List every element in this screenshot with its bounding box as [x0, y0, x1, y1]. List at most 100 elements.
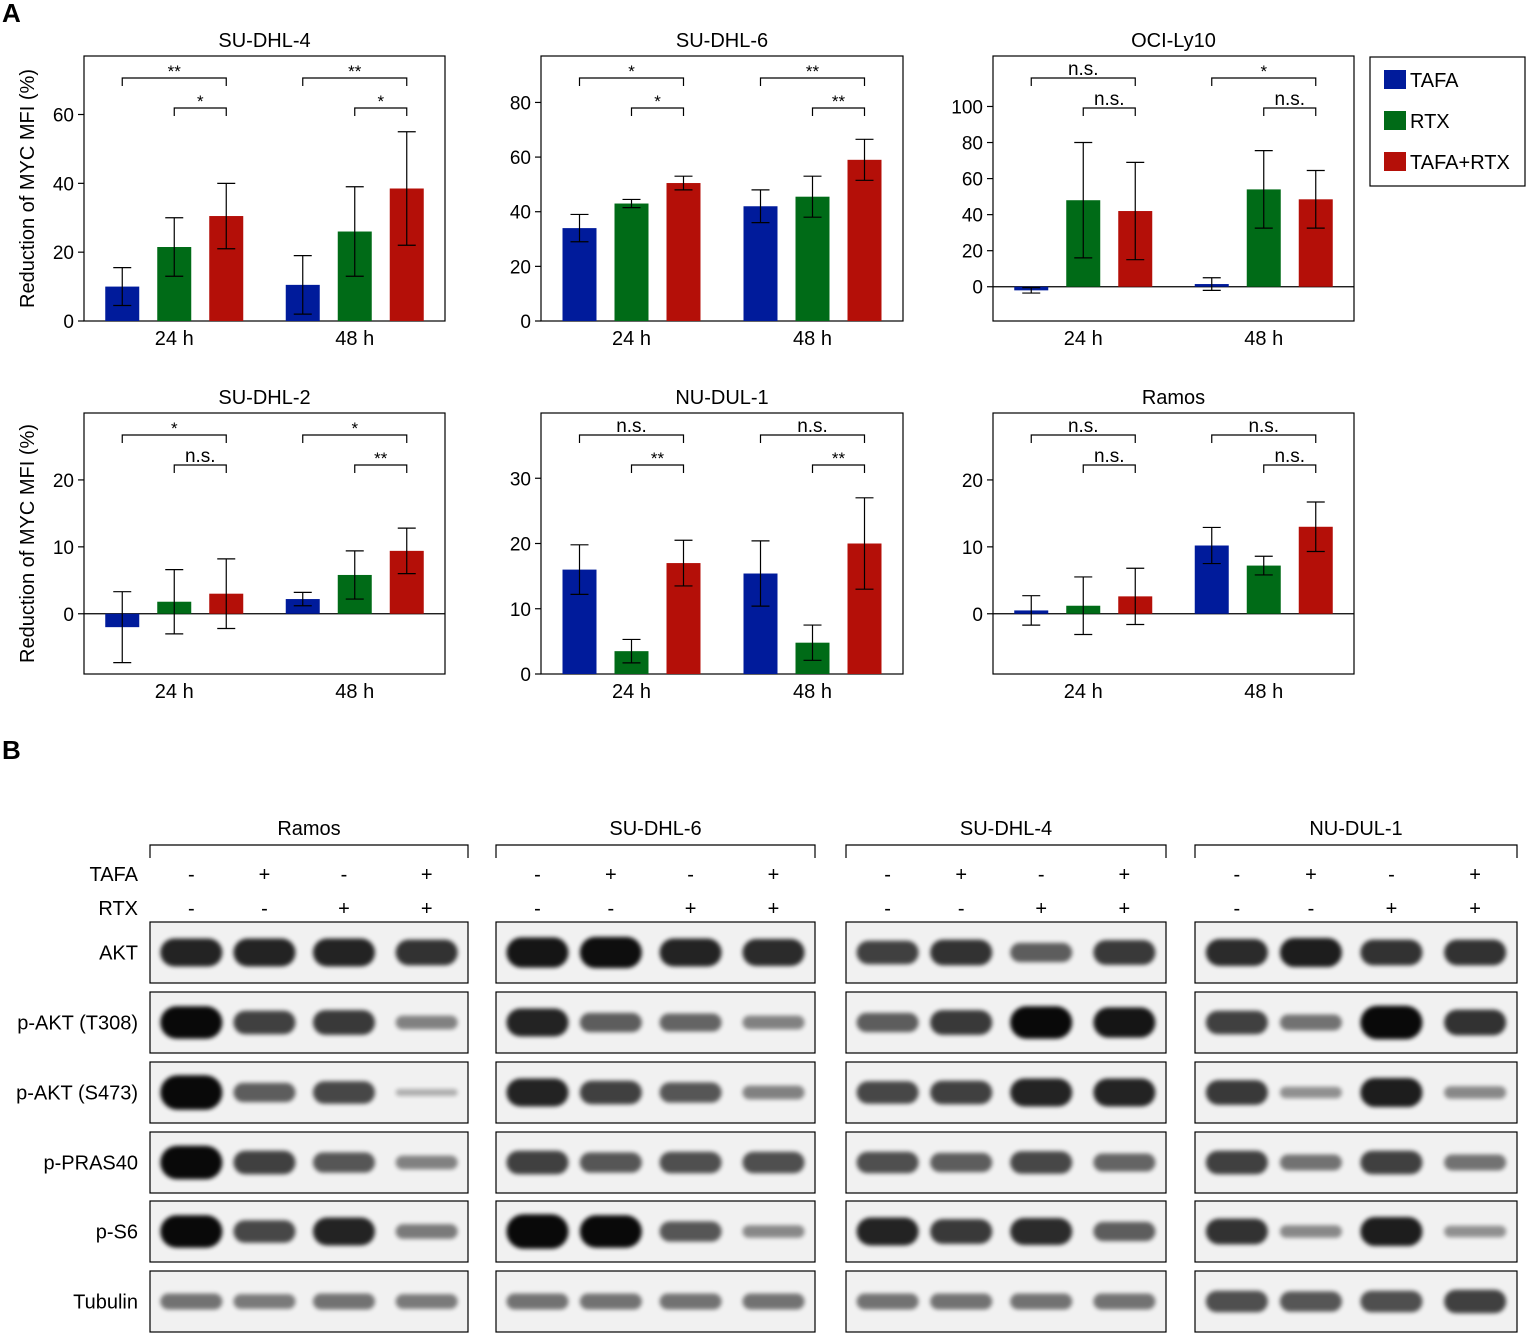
treatment-sign: -	[1234, 864, 1241, 886]
chart-frame	[992, 55, 1355, 322]
chart-title: SU-DHL-4	[218, 30, 310, 52]
band	[233, 1082, 296, 1103]
band	[1205, 939, 1268, 966]
band	[1444, 939, 1507, 966]
y-tick-label: 0	[63, 605, 74, 626]
band	[506, 937, 569, 968]
y-tick-label: 0	[520, 665, 531, 686]
chart-3: SU-DHL-2 Reduction of MYC MFI (%) 0 10 20 24 …	[17, 387, 446, 703]
band	[395, 1089, 458, 1096]
x-category-label: 48 h	[1244, 681, 1283, 703]
significance-label: n.s.	[1094, 89, 1125, 110]
band	[395, 1155, 458, 1170]
significance-label: n.s.	[1248, 416, 1279, 437]
chart-title: OCI-Ly10	[1131, 30, 1216, 52]
band	[1279, 1086, 1342, 1099]
significance-label: n.s.	[797, 416, 828, 437]
band	[1360, 1290, 1423, 1313]
band	[742, 939, 805, 966]
significance-bracket	[121, 434, 227, 443]
band	[659, 1082, 722, 1103]
treatment-label: TAFA	[89, 864, 138, 886]
band	[1444, 1086, 1507, 1099]
treatment-sign: +	[685, 898, 697, 920]
chart-frame	[83, 55, 446, 322]
bar-charts: SU-DHL-4 Reduction of MYC MFI (%) 0 20 40 60 2…	[17, 30, 1526, 703]
band	[659, 1013, 722, 1032]
x-category-label: 24 h	[155, 681, 194, 703]
x-category-label: 24 h	[1064, 681, 1103, 703]
treatment-sign: -	[1308, 898, 1315, 920]
band	[1205, 1290, 1268, 1313]
band	[1010, 1218, 1073, 1245]
treatment-sign: +	[1386, 898, 1398, 920]
x-category-label: 24 h	[612, 681, 651, 703]
y-tick-label: 20	[962, 471, 983, 492]
significance-label: n.s.	[1094, 446, 1125, 467]
y-tick-label: 60	[510, 148, 531, 169]
significance-bracket	[1082, 107, 1136, 116]
chart-0: SU-DHL-4 Reduction of MYC MFI (%) 0 20 40 60 2…	[17, 30, 446, 350]
legend-swatch	[1384, 70, 1406, 89]
band	[160, 1215, 223, 1248]
band	[742, 1151, 805, 1174]
chart-title: Ramos	[1142, 387, 1205, 409]
treatment-sign: +	[338, 898, 350, 920]
band	[1093, 1293, 1156, 1310]
significance-bracket	[578, 77, 685, 86]
significance-label: **	[168, 62, 182, 81]
band	[312, 1081, 375, 1104]
band	[930, 939, 993, 966]
significance-label: n.s.	[1068, 416, 1099, 437]
treatment-sign: -	[261, 898, 268, 920]
legend: TAFA RTX TAFA+RTX	[1369, 56, 1526, 187]
band	[1444, 1225, 1507, 1238]
bar-tafa-rtx	[666, 183, 701, 321]
treatment-sign: -	[534, 864, 541, 886]
significance-bracket	[1211, 77, 1317, 86]
x-category-label: 48 h	[335, 681, 374, 703]
y-tick-label: 80	[962, 134, 983, 155]
band	[742, 1293, 805, 1310]
significance-label: **	[651, 449, 665, 468]
significance-bracket	[121, 77, 227, 86]
x-category-label: 48 h	[1244, 328, 1283, 350]
legend-swatch	[1384, 111, 1406, 130]
treatment-sign: -	[188, 864, 195, 886]
protein-label: Tubulin	[73, 1292, 138, 1314]
band	[856, 1217, 919, 1246]
band	[160, 1145, 223, 1180]
band	[1360, 1216, 1423, 1247]
treatment-sign: +	[259, 864, 271, 886]
band	[659, 938, 722, 967]
treatment-sign: -	[1038, 864, 1045, 886]
band	[160, 1006, 223, 1039]
treatment-sign: +	[1305, 864, 1317, 886]
band	[1360, 1005, 1423, 1040]
chart-title: SU-DHL-2	[218, 387, 310, 409]
legend-frame	[1369, 56, 1526, 187]
band	[506, 1293, 569, 1310]
panel-letter-a: A	[2, 0, 21, 28]
protein-label: p-PRAS40	[44, 1153, 139, 1175]
band	[160, 938, 223, 967]
band	[659, 1221, 722, 1242]
band	[312, 938, 375, 967]
significance-bracket	[302, 77, 408, 86]
significance-bracket	[354, 107, 408, 116]
band	[233, 938, 296, 967]
significance-bracket	[1030, 434, 1136, 443]
chart-frame	[83, 412, 446, 675]
band	[233, 1220, 296, 1243]
y-tick-label: 20	[53, 243, 74, 264]
band	[659, 1293, 722, 1310]
x-category-label: 24 h	[155, 328, 194, 350]
treatment-label: RTX	[98, 898, 138, 920]
band	[579, 1293, 642, 1310]
band	[506, 1008, 569, 1037]
significance-bracket	[1211, 434, 1317, 443]
treatment-sign: +	[768, 898, 780, 920]
band	[579, 936, 642, 969]
legend-swatch	[1384, 152, 1406, 171]
